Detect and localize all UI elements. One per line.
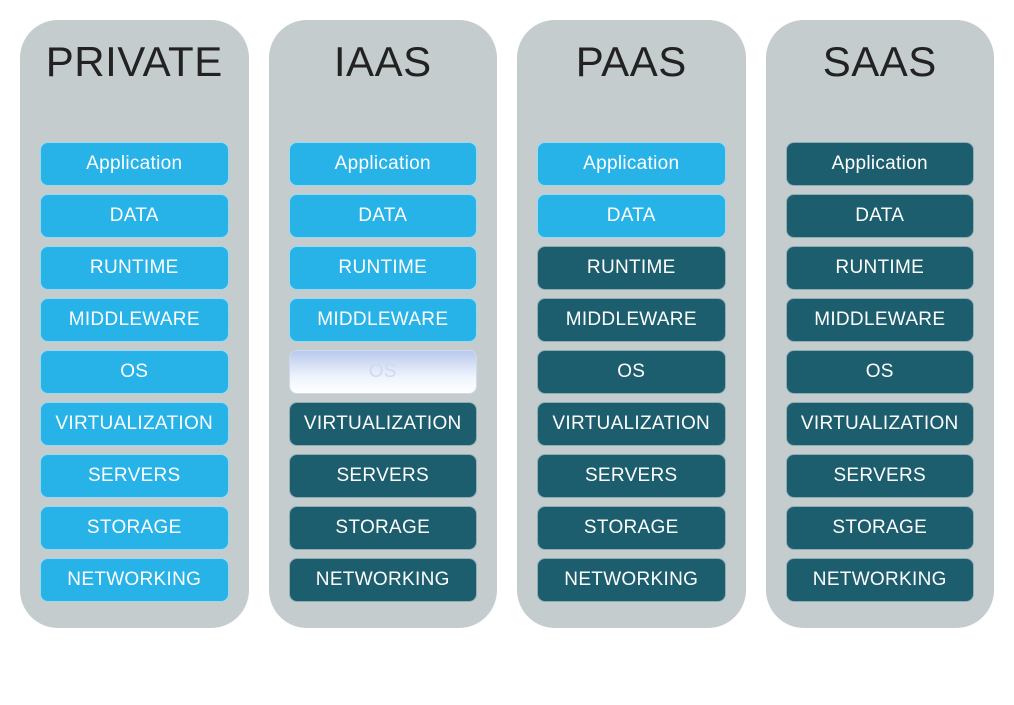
layer-data: DATA [786,194,975,238]
layer-middleware: MIDDLEWARE [786,298,975,342]
layer-servers: SERVERS [289,454,478,498]
column-paas: PAAS Application DATA RUNTIME MIDDLEWARE… [517,20,746,628]
layers-private: Application DATA RUNTIME MIDDLEWARE OS V… [40,142,229,602]
layer-os: OS [289,350,478,394]
layer-middleware: MIDDLEWARE [537,298,726,342]
layer-servers: SERVERS [40,454,229,498]
layers-saas: Application DATA RUNTIME MIDDLEWARE OS V… [786,142,975,602]
layer-runtime: RUNTIME [289,246,478,290]
column-iaas: IAAS Application DATA RUNTIME MIDDLEWARE… [269,20,498,628]
layer-networking: NETWORKING [289,558,478,602]
layer-networking: NETWORKING [40,558,229,602]
column-title: SAAS [786,38,975,86]
layer-application: Application [40,142,229,186]
layer-runtime: RUNTIME [40,246,229,290]
layer-storage: STORAGE [537,506,726,550]
layer-application: Application [289,142,478,186]
layer-application: Application [537,142,726,186]
layer-storage: STORAGE [289,506,478,550]
layer-networking: NETWORKING [786,558,975,602]
layer-servers: SERVERS [537,454,726,498]
layer-data: DATA [537,194,726,238]
layer-networking: NETWORKING [537,558,726,602]
layer-runtime: RUNTIME [786,246,975,290]
layer-middleware: MIDDLEWARE [289,298,478,342]
layer-os: OS [40,350,229,394]
cloud-service-models-grid: PRIVATE Application DATA RUNTIME MIDDLEW… [20,20,994,628]
layer-application: Application [786,142,975,186]
layers-iaas: Application DATA RUNTIME MIDDLEWARE OS V… [289,142,478,602]
layer-servers: SERVERS [786,454,975,498]
layer-virtualization: VIRTUALIZATION [537,402,726,446]
layer-os: OS [537,350,726,394]
column-saas: SAAS Application DATA RUNTIME MIDDLEWARE… [766,20,995,628]
column-title: PRIVATE [40,38,229,86]
layers-paas: Application DATA RUNTIME MIDDLEWARE OS V… [537,142,726,602]
column-title: IAAS [289,38,478,86]
layer-storage: STORAGE [40,506,229,550]
column-title: PAAS [537,38,726,86]
layer-virtualization: VIRTUALIZATION [786,402,975,446]
layer-data: DATA [40,194,229,238]
layer-data: DATA [289,194,478,238]
layer-virtualization: VIRTUALIZATION [289,402,478,446]
layer-virtualization: VIRTUALIZATION [40,402,229,446]
column-private: PRIVATE Application DATA RUNTIME MIDDLEW… [20,20,249,628]
layer-os: OS [786,350,975,394]
layer-middleware: MIDDLEWARE [40,298,229,342]
layer-storage: STORAGE [786,506,975,550]
layer-runtime: RUNTIME [537,246,726,290]
